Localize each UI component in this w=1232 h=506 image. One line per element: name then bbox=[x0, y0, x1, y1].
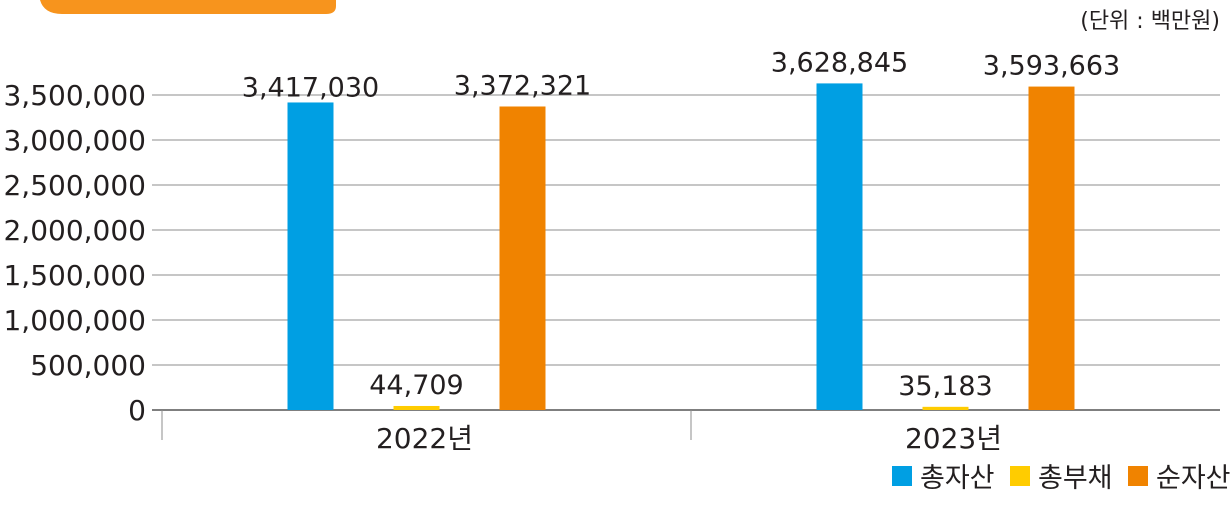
bar bbox=[393, 405, 440, 410]
legend-label: 순자산 bbox=[1156, 463, 1231, 494]
x-category-label: 2022년 bbox=[376, 422, 473, 455]
y-tick-label: 0 bbox=[128, 394, 146, 427]
bar bbox=[499, 106, 546, 410]
bar bbox=[287, 102, 334, 411]
bar bbox=[816, 83, 863, 410]
legend-swatch bbox=[892, 466, 912, 486]
y-tick-label: 3,500,000 bbox=[3, 79, 146, 112]
legend-swatch bbox=[1010, 466, 1030, 486]
x-axis: 2022년 2023년 bbox=[161, 410, 1002, 455]
header-tab-decoration bbox=[40, 0, 336, 14]
legend-label: 총자산 bbox=[920, 463, 995, 494]
y-tick-label: 1,500,000 bbox=[3, 259, 146, 292]
legend-label: 총부채 bbox=[1038, 463, 1113, 494]
data-label: 3,628,845 bbox=[771, 47, 908, 78]
data-label: 3,372,321 bbox=[454, 70, 591, 101]
y-tick-label: 2,000,000 bbox=[3, 214, 146, 247]
data-label: 3,417,030 bbox=[242, 72, 379, 103]
legend: 순자산 총부채 총자산 bbox=[892, 463, 1231, 494]
data-labels: 3,417,030 44,709 3,372,321 3,628,845 35,183 3… bbox=[242, 47, 1120, 401]
y-tick-label: 500,000 bbox=[30, 349, 146, 382]
x-category-label: 2023년 bbox=[905, 422, 1002, 455]
legend-swatch bbox=[1128, 466, 1148, 486]
y-tick-label: 1,000,000 bbox=[3, 304, 146, 337]
y-tick-label: 2,500,000 bbox=[3, 169, 146, 202]
bars bbox=[287, 83, 1075, 411]
data-label: 44,709 bbox=[369, 370, 463, 401]
unit-label: (단위 : 백만원) bbox=[1080, 9, 1220, 34]
bar bbox=[1028, 86, 1075, 411]
y-tick-label: 3,000,000 bbox=[3, 124, 146, 157]
y-axis-tick-labels: 0 500,000 1,000,000 1,500,000 2,000,000 2,500… bbox=[3, 79, 146, 427]
bar bbox=[922, 406, 969, 410]
data-label: 35,183 bbox=[898, 371, 992, 402]
data-label: 3,593,663 bbox=[983, 51, 1120, 82]
